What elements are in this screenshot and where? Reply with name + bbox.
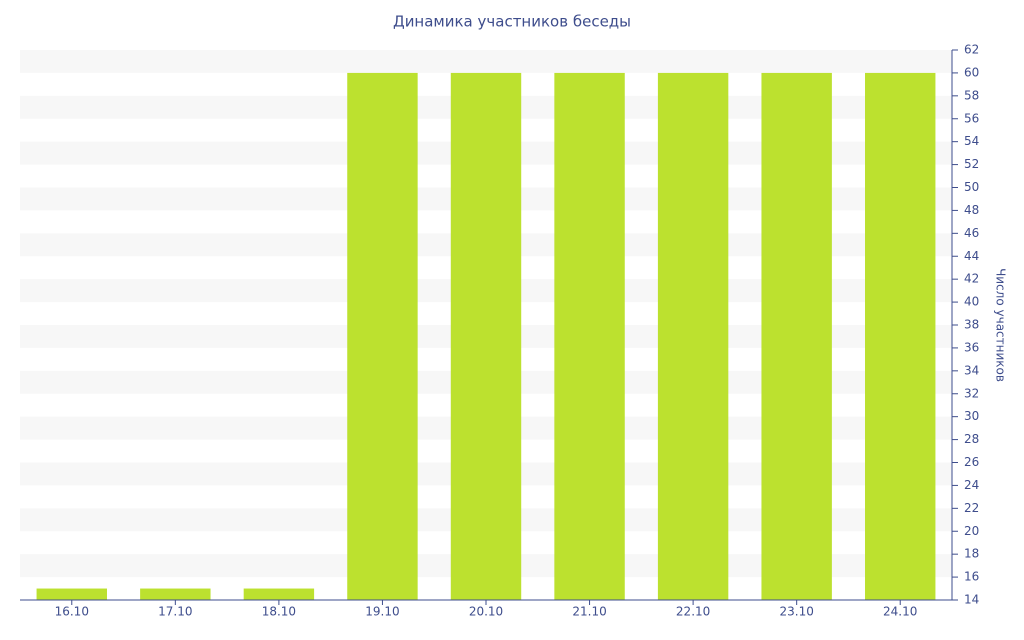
bar — [761, 72, 832, 600]
x-tick-label: 23.10 — [779, 605, 813, 619]
y-tick-label: 36 — [964, 340, 979, 354]
y-tick-label: 22 — [964, 501, 979, 515]
y-axis-title: Число участников — [994, 268, 1008, 382]
y-tick-label: 28 — [964, 432, 979, 446]
x-tick-label: 20.10 — [469, 605, 503, 619]
y-tick-label: 48 — [964, 203, 979, 217]
y-tick-label: 16 — [964, 570, 979, 584]
x-tick-label: 19.10 — [365, 605, 399, 619]
bar — [554, 72, 625, 600]
y-tick-label: 52 — [964, 157, 979, 171]
y-tick-label: 24 — [964, 478, 979, 492]
y-tick-label: 32 — [964, 386, 979, 400]
y-tick-label: 60 — [964, 65, 979, 79]
bar — [243, 588, 315, 600]
x-tick-label: 16.10 — [55, 605, 89, 619]
bar — [36, 588, 107, 600]
y-tick-label: 44 — [964, 249, 979, 263]
x-tick-label: 17.10 — [158, 605, 192, 619]
bar — [450, 72, 522, 600]
y-tick-label: 38 — [964, 318, 979, 332]
y-tick-label: 62 — [964, 43, 979, 57]
chart-title: Динамика участников беседы — [393, 13, 631, 31]
bar — [865, 72, 936, 600]
y-tick-label: 40 — [964, 295, 979, 309]
y-tick-label: 50 — [964, 180, 979, 194]
y-tick-label: 42 — [964, 272, 979, 286]
y-tick-label: 14 — [964, 593, 979, 607]
bar — [347, 72, 418, 600]
x-tick-label: 24.10 — [883, 605, 917, 619]
x-tick-label: 22.10 — [676, 605, 710, 619]
y-tick-label: 54 — [964, 134, 979, 148]
y-tick-label: 18 — [964, 547, 979, 561]
y-tick-label: 30 — [964, 409, 979, 423]
y-tick-label: 58 — [964, 88, 979, 102]
y-tick-label: 26 — [964, 455, 979, 469]
y-tick-label: 34 — [964, 363, 979, 377]
grid-band — [20, 50, 952, 73]
x-tick-label: 18.10 — [262, 605, 296, 619]
x-tick-label: 21.10 — [572, 605, 606, 619]
bar — [657, 72, 729, 600]
y-tick-label: 20 — [964, 524, 979, 538]
bar — [140, 588, 211, 600]
y-tick-label: 46 — [964, 226, 979, 240]
y-tick-label: 56 — [964, 111, 979, 125]
